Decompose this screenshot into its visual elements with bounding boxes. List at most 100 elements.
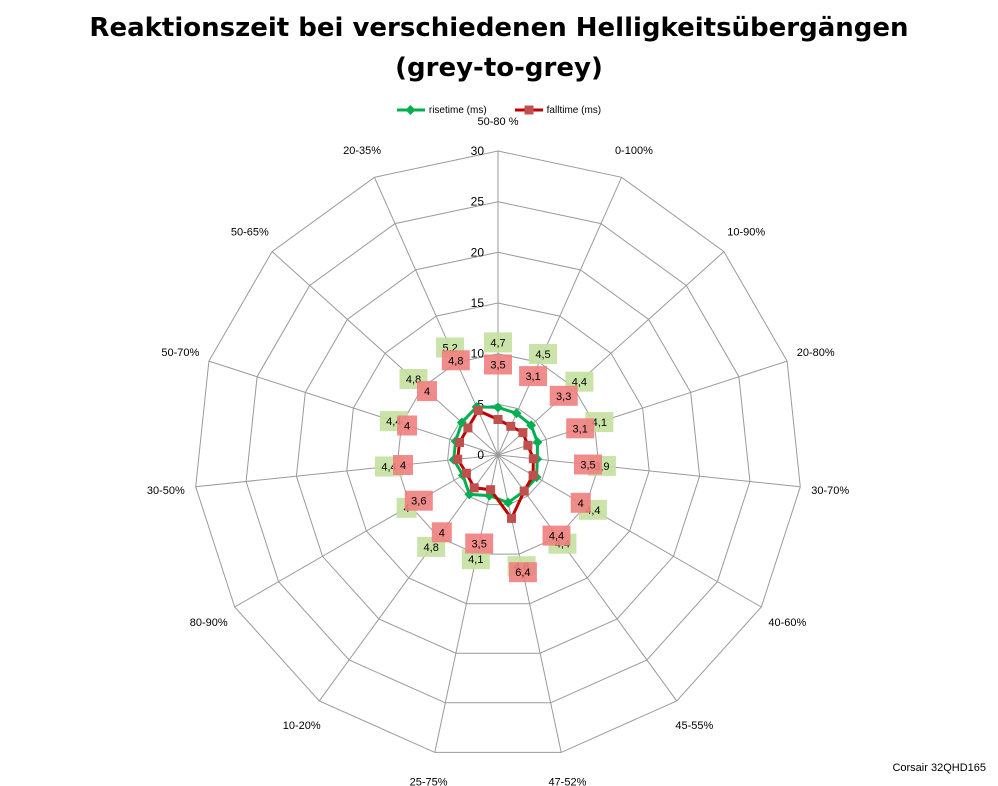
data-label-falltime-14: 4,8 <box>448 355 463 367</box>
grid-ring-5 <box>447 403 549 506</box>
data-label-falltime-9: 4 <box>439 527 445 539</box>
spoke-2 <box>497 251 725 456</box>
category-label-11: 30-50% <box>147 485 185 497</box>
grid-ring-25 <box>245 201 751 704</box>
category-label-10: 80-90% <box>190 617 228 629</box>
category-label-3: 20-80% <box>797 347 835 359</box>
series-line-falltime <box>456 408 535 522</box>
point-risetime-7 <box>503 497 514 508</box>
footer-credit: Corsair 32QHD165 <box>892 762 986 774</box>
r-tick-label-25: 25 <box>471 195 485 209</box>
point-falltime-5 <box>528 470 538 480</box>
data-label-falltime-5: 4 <box>578 498 584 510</box>
data-label-falltime-0: 3,5 <box>490 360 505 372</box>
point-falltime-1 <box>506 421 516 431</box>
point-risetime-0 <box>493 402 503 413</box>
data-label-bg-falltime-4 <box>574 454 602 475</box>
category-label-6: 45-55% <box>675 720 713 732</box>
spoke-10 <box>234 454 499 608</box>
r-tick-label-10: 10 <box>471 347 485 361</box>
data-label-risetime-2: 4,4 <box>572 377 587 389</box>
data-label-falltime-8: 3,5 <box>472 539 487 551</box>
data-label-bg-falltime-10 <box>404 490 433 511</box>
r-tick-label-30: 30 <box>471 144 485 158</box>
spoke-12 <box>208 360 499 456</box>
data-label-bg-risetime-8 <box>461 549 490 570</box>
data-label-risetime-9: 4,8 <box>424 542 439 554</box>
spoke-11 <box>195 454 499 488</box>
data-label-falltime-13: 4 <box>424 386 430 398</box>
spoke-8 <box>434 454 499 753</box>
category-label-7: 47-52% <box>548 777 586 786</box>
category-label-4: 30-70% <box>811 485 849 497</box>
data-label-bg-falltime-9 <box>431 522 452 543</box>
data-label-falltime-10: 3,6 <box>411 496 426 508</box>
category-label-13: 50-65% <box>231 227 269 239</box>
point-falltime-6 <box>519 486 529 496</box>
chart-title-line2: (grey-to-grey) <box>395 53 603 83</box>
r-tick-label-15: 15 <box>471 296 485 310</box>
point-falltime-4 <box>528 454 538 464</box>
point-falltime-8 <box>486 485 496 495</box>
spoke-4 <box>497 454 801 488</box>
legend-item-risetime: risetime (ms) <box>396 105 487 116</box>
data-label-bg-falltime-6 <box>542 525 571 546</box>
chart-title-line1: Reaktionszeit bei verschiedenen Helligke… <box>89 13 909 43</box>
data-label-falltime-4: 3,5 <box>580 460 595 472</box>
point-falltime-0 <box>493 415 503 424</box>
category-label-8: 25-75% <box>410 777 448 786</box>
data-label-falltime-12: 4 <box>404 421 410 433</box>
point-falltime-13 <box>463 423 473 433</box>
data-label-bg-falltime-12 <box>397 415 418 436</box>
data-label-bg-falltime-5 <box>570 492 591 513</box>
data-label-bg-falltime-2 <box>549 385 578 406</box>
category-label-5: 40-60% <box>768 617 806 629</box>
data-label-falltime-1: 3,1 <box>525 371 540 383</box>
point-falltime-11 <box>453 454 463 464</box>
point-risetime-1 <box>511 408 522 419</box>
data-label-bg-risetime-0 <box>484 332 512 353</box>
point-risetime-2 <box>526 420 537 431</box>
data-label-bg-falltime-13 <box>417 381 437 402</box>
r-tick-label-20: 20 <box>471 245 485 259</box>
category-label-1: 0-100% <box>615 145 653 157</box>
data-label-risetime-8: 4,1 <box>468 554 483 566</box>
spoke-1 <box>497 177 623 456</box>
data-label-bg-falltime-8 <box>465 533 494 554</box>
data-label-bg-falltime-11 <box>393 455 413 475</box>
data-label-bg-falltime-3 <box>566 418 595 439</box>
data-label-bg-falltime-14 <box>441 350 470 371</box>
grid-ring-10 <box>396 353 600 555</box>
data-label-bg-falltime-7 <box>508 562 537 583</box>
grid-ring-15 <box>346 302 650 605</box>
r-tick-label-0: 0 <box>477 448 484 462</box>
legend-marker-risetime <box>396 105 425 115</box>
point-risetime-3 <box>532 437 543 448</box>
data-label-falltime-2: 3,3 <box>556 391 571 403</box>
data-label-risetime-3: 4,1 <box>592 417 607 429</box>
legend-label-falltime: falltime (ms) <box>546 104 602 116</box>
data-label-falltime-7: 6,4 <box>515 567 530 579</box>
point-falltime-7 <box>507 513 516 523</box>
point-falltime-9 <box>469 483 479 493</box>
data-label-falltime-3: 3,1 <box>573 423 588 435</box>
point-falltime-10 <box>461 468 471 478</box>
data-label-risetime-11: 4,4 <box>381 462 396 474</box>
chart-title: Reaktionszeit bei verschiedenen Helligke… <box>0 8 998 88</box>
grid-ring-20 <box>295 251 701 654</box>
point-falltime-3 <box>523 440 533 450</box>
data-label-bg-falltime-0 <box>484 354 512 375</box>
data-label-bg-falltime-1 <box>519 366 548 387</box>
data-label-bg-risetime-1 <box>529 344 557 364</box>
category-label-2: 10-90% <box>727 227 765 239</box>
category-label-14: 20-35% <box>343 145 381 157</box>
r-tick-label-5: 5 <box>477 397 484 411</box>
spoke-5 <box>497 454 762 608</box>
spoke-3 <box>497 360 788 456</box>
category-label-0: 50-80 % <box>478 116 519 128</box>
point-falltime-2 <box>518 428 528 438</box>
category-label-9: 10-20% <box>283 720 321 732</box>
legend-item-falltime: falltime (ms) <box>514 104 602 116</box>
point-falltime-12 <box>455 438 464 447</box>
